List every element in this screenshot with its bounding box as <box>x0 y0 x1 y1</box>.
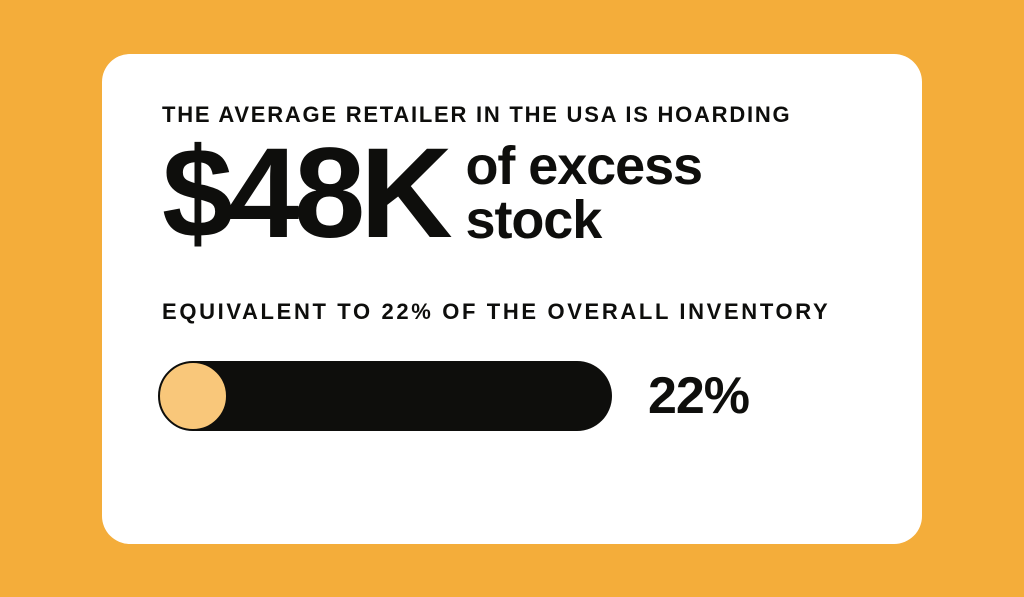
stat-suffix-line1: of excess <box>466 139 702 193</box>
progress-track <box>162 361 612 431</box>
progress-label: 22% <box>648 366 749 426</box>
progress-marker <box>158 361 228 431</box>
subline-text: EQUIVALENT TO 22% OF THE OVERALL INVENTO… <box>162 299 862 325</box>
stat-suffix-wrap: of excess stock <box>466 139 702 247</box>
progress-row: 22% <box>162 361 862 431</box>
stat-row: $48K of excess stock <box>162 136 862 251</box>
stat-suffix-line2: stock <box>466 193 702 247</box>
stat-value: $48K <box>162 136 448 251</box>
stat-card: THE AVERAGE RETAILER IN THE USA IS HOARD… <box>102 54 922 544</box>
